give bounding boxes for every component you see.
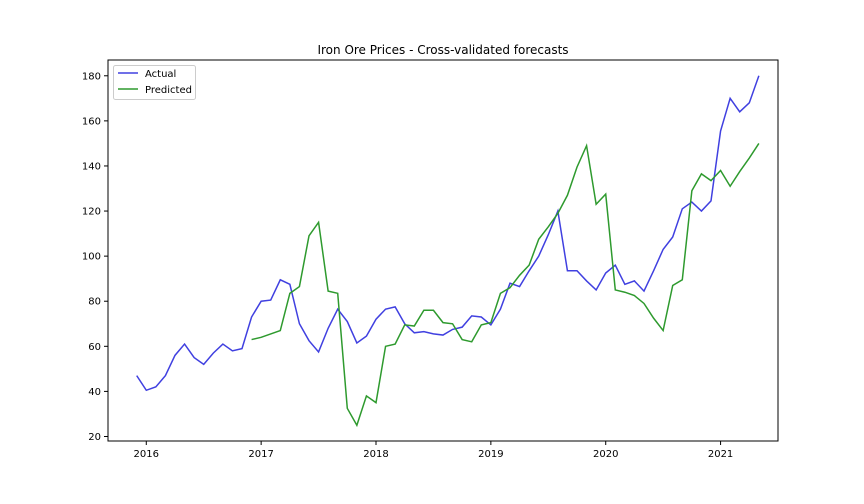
legend-box — [113, 65, 196, 100]
x-tick-label: 2016 — [134, 449, 159, 460]
y-tick-label: 40 — [88, 387, 101, 398]
y-axis: 20 40 60 80 100 120 140 160 180 — [82, 71, 108, 443]
series-line-actual — [136, 75, 760, 392]
y-tick-label: 120 — [82, 207, 101, 218]
x-axis: 2016 2017 2018 2019 2020 2021 — [134, 441, 733, 460]
x-tick-label: 2018 — [363, 449, 388, 460]
y-tick-label: 100 — [82, 252, 101, 263]
y-tick-label: 80 — [88, 297, 101, 308]
plot-lines — [136, 75, 760, 428]
y-tick-label: 140 — [82, 161, 101, 172]
x-tick-label: 2021 — [708, 449, 733, 460]
y-tick-label: 180 — [82, 71, 101, 82]
y-tick-label: 20 — [88, 432, 101, 443]
y-tick-label: 60 — [88, 342, 101, 353]
x-tick-label: 2017 — [248, 449, 273, 460]
x-tick-label: 2020 — [593, 449, 618, 460]
series-line-predicted — [251, 143, 760, 428]
legend-actual-label: Actual — [145, 69, 176, 80]
chart-title: Iron Ore Prices - Cross-validated foreca… — [317, 43, 568, 57]
x-tick-label: 2019 — [478, 449, 503, 460]
legend-predicted-label: Predicted — [145, 85, 192, 96]
y-tick-label: 160 — [82, 116, 101, 127]
legend: Actual Predicted — [113, 65, 196, 100]
plot-frame — [107, 59, 779, 442]
